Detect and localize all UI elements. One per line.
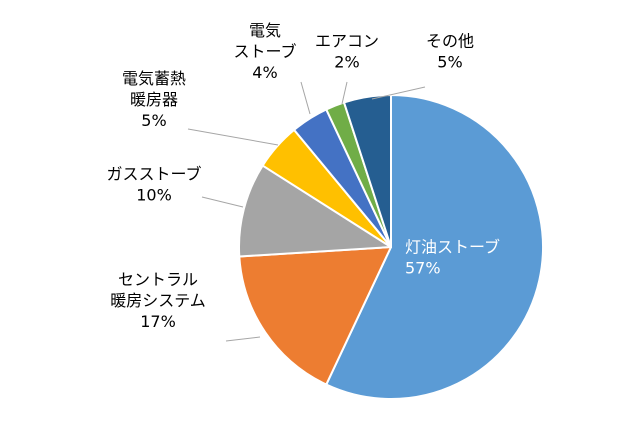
slice-label-4: 電気蓄熱暖房器 5% xyxy=(122,69,186,130)
slice-name-label: ストーブ xyxy=(233,42,296,61)
pie-slice-3 xyxy=(238,164,392,258)
pie-slice-1 xyxy=(325,94,544,400)
leader-line-7 xyxy=(371,86,426,100)
slice-name-label: セントラル xyxy=(118,270,198,289)
leader-line-4 xyxy=(187,128,279,146)
slice-label-2: セントラル暖房システム 17% xyxy=(110,270,206,331)
slice-name-label: 電気 xyxy=(249,21,281,40)
slice-name-label: 電気蓄熱 xyxy=(122,69,186,88)
slice-name-label: 灯油ストーブ xyxy=(405,238,500,257)
slice-name-label: 暖房システム xyxy=(110,291,206,310)
slice-value-label: 5% xyxy=(141,111,166,130)
slice-value-label: 5% xyxy=(437,53,462,72)
slice-value-label: 17% xyxy=(140,312,176,331)
slice-labels: 灯油ストーブ 57% セントラル暖房システム 17% ガスストーブ 10% 電気蓄熱暖房器 5… xyxy=(106,21,500,331)
leader-line-2 xyxy=(225,336,261,342)
slice-name-label: エアコン xyxy=(315,32,379,51)
slice-label-5: 電気ストーブ 4% xyxy=(233,21,296,82)
slice-name-label: その他 xyxy=(426,32,474,51)
slice-label-6: エアコン 2% xyxy=(315,32,379,72)
leader-lines xyxy=(187,81,426,342)
slice-label-3: ガスストーブ 10% xyxy=(106,165,201,205)
leader-line-6 xyxy=(341,81,348,105)
slice-value-label: 57% xyxy=(405,259,441,278)
slice-name-label: 暖房器 xyxy=(130,90,178,109)
slice-value-label: 4% xyxy=(252,63,277,82)
pie-slice-2 xyxy=(238,246,392,386)
slice-label-7: その他 5% xyxy=(426,32,474,72)
slice-value-label: 10% xyxy=(136,186,172,205)
leader-line-3 xyxy=(201,196,244,208)
leader-line-5 xyxy=(300,81,311,115)
slice-name-label: ガスストーブ xyxy=(106,165,201,184)
slice-value-label: 2% xyxy=(334,53,359,72)
pie-slices xyxy=(238,94,544,400)
slice-label-1: 灯油ストーブ 57% xyxy=(405,238,500,278)
